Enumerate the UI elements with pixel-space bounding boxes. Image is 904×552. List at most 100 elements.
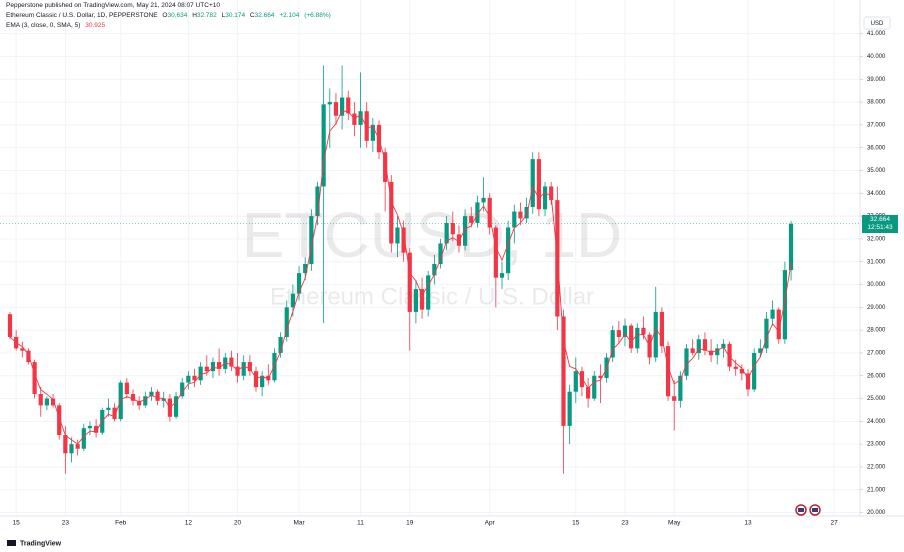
candle-body bbox=[346, 97, 351, 114]
candle-body bbox=[506, 227, 511, 274]
candle-body bbox=[395, 227, 400, 244]
candle-body bbox=[450, 222, 455, 235]
change-percent: (+6.88%) bbox=[304, 12, 331, 19]
y-tick-label: 20.000 bbox=[867, 510, 886, 516]
candle-body bbox=[44, 398, 49, 406]
ema-line bbox=[9, 110, 792, 445]
candle-body bbox=[512, 211, 517, 228]
candle-body bbox=[530, 159, 535, 207]
event-icons bbox=[795, 504, 821, 516]
candle-body bbox=[764, 318, 769, 349]
currency: USD bbox=[871, 21, 884, 27]
candle-body bbox=[290, 293, 295, 308]
candle-body bbox=[419, 289, 425, 310]
symbol-title: Ethereum Classic / U.S. Dollar, 1D, PEPP… bbox=[6, 12, 158, 19]
x-tick-label: 19 bbox=[406, 520, 414, 527]
candle-body bbox=[635, 327, 640, 349]
candle-body bbox=[112, 407, 117, 420]
x-tick-label: 27 bbox=[830, 520, 838, 527]
candle-body bbox=[432, 264, 437, 276]
candle-body bbox=[469, 216, 474, 223]
candle-body bbox=[616, 330, 621, 337]
y-tick-label: 29.000 bbox=[867, 305, 886, 311]
candle-body bbox=[629, 325, 634, 349]
marks bbox=[7, 65, 794, 474]
candle-body bbox=[333, 102, 339, 116]
candle-body bbox=[180, 382, 185, 397]
candle-body bbox=[321, 104, 326, 187]
candle-body bbox=[32, 362, 37, 394]
watermark-subtitle: Ethereum Classic / U.S. Dollar bbox=[270, 283, 594, 310]
candle-body bbox=[69, 444, 74, 454]
flag bbox=[812, 508, 818, 512]
indicator-name: EMA (3, close, 0, SMA, 5) bbox=[6, 22, 81, 29]
candle-body bbox=[75, 444, 80, 449]
candle-body bbox=[770, 309, 775, 319]
candle-body bbox=[702, 339, 708, 351]
x-tick-label: Mar bbox=[293, 520, 305, 527]
candle-body bbox=[235, 366, 240, 376]
ohlc-value: 30.634 bbox=[167, 12, 188, 19]
logo-mark bbox=[7, 540, 16, 546]
candle-body bbox=[401, 227, 406, 253]
candle-body bbox=[358, 111, 363, 125]
countdown: 12:51:43 bbox=[867, 223, 893, 231]
last-price: 32.664 bbox=[870, 215, 890, 223]
candle-body bbox=[94, 425, 99, 433]
candle-body bbox=[579, 371, 585, 388]
candle-body bbox=[370, 124, 375, 141]
indicator-value: 30.925 bbox=[85, 22, 106, 29]
candle-body bbox=[389, 181, 394, 244]
y-tick-label: 32.000 bbox=[867, 236, 886, 242]
y-tick-label: 22.000 bbox=[867, 465, 886, 471]
candle-body bbox=[87, 425, 93, 429]
x-tick-label: 23 bbox=[62, 520, 70, 527]
x-tick-label: Feb bbox=[115, 520, 127, 527]
candle-body bbox=[247, 362, 252, 372]
candle-body bbox=[241, 362, 246, 376]
candle-body bbox=[253, 371, 259, 388]
candle-body bbox=[573, 371, 578, 392]
candle-body bbox=[438, 243, 443, 264]
x-tick-label: 15 bbox=[572, 520, 580, 527]
candle-body bbox=[426, 275, 431, 310]
candle-body bbox=[192, 375, 197, 381]
ohlc-label: L bbox=[221, 12, 226, 19]
x-tick-label: 20 bbox=[234, 520, 242, 527]
candle-body bbox=[499, 273, 505, 278]
candle-body bbox=[733, 366, 738, 369]
price-label: 32.664 12:51:43 bbox=[862, 214, 898, 233]
legend-line: Ethereum Classic / U.S. Dollar, 1D, PEPP… bbox=[6, 12, 334, 19]
candle-body bbox=[352, 113, 357, 125]
candle-body bbox=[26, 350, 31, 363]
published: Pepperstone published on TradingView.com… bbox=[6, 2, 220, 9]
y-tick-label: 35.000 bbox=[867, 168, 886, 174]
y-tick-label: 39.000 bbox=[867, 77, 886, 83]
candle-body bbox=[38, 393, 43, 406]
candle-body bbox=[407, 252, 412, 312]
currency-box[interactable] bbox=[863, 16, 891, 30]
candle-body bbox=[487, 197, 492, 228]
candle-body bbox=[641, 327, 646, 335]
candle-body bbox=[481, 197, 486, 203]
candle-body bbox=[217, 362, 222, 369]
candle-body bbox=[340, 97, 345, 116]
logo[interactable]: TradingView bbox=[7, 540, 62, 547]
candle-body bbox=[260, 375, 265, 388]
candle-body bbox=[678, 375, 683, 401]
candle-body bbox=[303, 264, 308, 274]
candle-body bbox=[456, 234, 462, 246]
y-tick-label: 40.000 bbox=[867, 54, 886, 60]
candle-body bbox=[137, 400, 142, 406]
x-tick-label: 11 bbox=[357, 520, 364, 527]
y-tick-label: 30.000 bbox=[867, 282, 886, 288]
x-tick-label: 12 bbox=[185, 520, 193, 527]
candle-body bbox=[727, 343, 732, 367]
candle-body bbox=[598, 375, 603, 379]
y-tick-label: 24.000 bbox=[867, 419, 886, 425]
candle-body bbox=[173, 396, 179, 417]
candle-body bbox=[463, 216, 468, 246]
